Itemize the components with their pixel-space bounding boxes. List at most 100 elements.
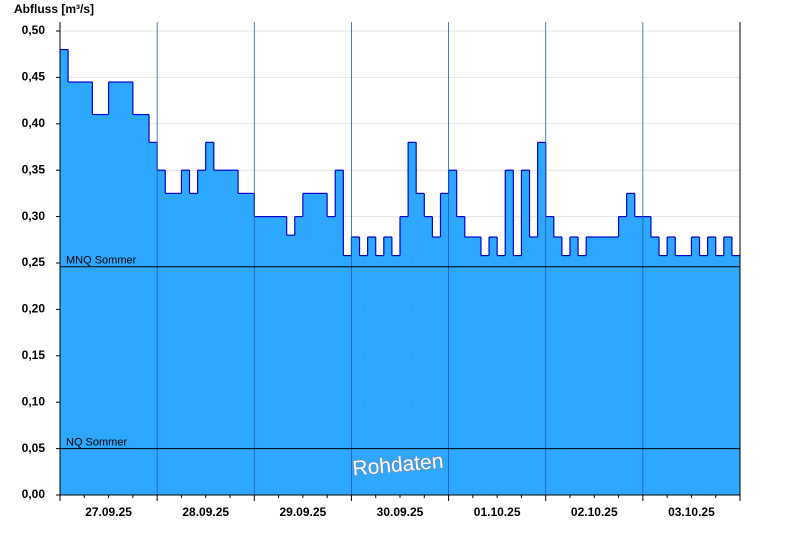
area-step — [124, 82, 134, 495]
y-tick-label: 0,05 — [22, 441, 46, 455]
area-step — [165, 193, 174, 495]
area-step — [205, 142, 215, 496]
x-tick-label: 02.10.25 — [571, 505, 618, 519]
area-step — [270, 216, 279, 495]
area-step — [197, 170, 207, 495]
y-tick-label: 0,10 — [22, 394, 46, 408]
x-tick-label: 30.09.25 — [377, 505, 424, 519]
area-step — [140, 114, 150, 496]
area-step — [286, 235, 296, 495]
area-step — [254, 216, 263, 495]
area-step — [408, 142, 417, 496]
y-tick-label: 0,35 — [22, 162, 46, 176]
area-step — [238, 193, 247, 495]
area-step — [456, 216, 466, 495]
area-step — [383, 237, 393, 496]
area-step — [278, 216, 287, 495]
area-step — [302, 193, 312, 495]
area-step — [667, 237, 676, 496]
area-step — [319, 193, 328, 495]
area-step — [489, 237, 498, 496]
area-step — [529, 237, 538, 496]
area-step — [213, 170, 223, 495]
area-step — [351, 237, 360, 496]
area-step — [731, 255, 741, 495]
area-step — [707, 237, 717, 496]
area-step — [230, 170, 239, 495]
area-step — [594, 237, 603, 496]
area-step — [367, 237, 377, 496]
y-tick-label: 0,20 — [22, 302, 46, 316]
area-step — [537, 142, 547, 496]
area-step — [464, 237, 474, 496]
area-step — [691, 237, 700, 496]
area-step — [699, 255, 708, 495]
area-step — [642, 216, 652, 495]
area-step — [723, 237, 733, 496]
x-tick-label: 01.10.25 — [474, 505, 521, 519]
area-step — [570, 237, 579, 496]
area-step — [173, 193, 182, 495]
area-step — [68, 82, 77, 495]
x-tick-label: 29.09.25 — [279, 505, 326, 519]
area-step — [586, 237, 595, 496]
area-step — [610, 237, 619, 496]
y-tick-label: 0,00 — [22, 487, 46, 501]
area-step — [391, 255, 401, 495]
area-step — [480, 255, 490, 495]
area-step — [157, 170, 166, 495]
area-step — [181, 170, 190, 495]
area-step — [602, 237, 611, 496]
area-step — [108, 82, 117, 495]
area-step — [513, 255, 522, 495]
area-step — [650, 237, 660, 496]
y-tick-label: 0,30 — [22, 209, 46, 223]
area-step — [675, 255, 684, 495]
area-step — [521, 170, 530, 495]
area-step — [448, 170, 457, 495]
reference-label: MNQ Sommer — [66, 255, 137, 267]
x-tick-label: 27.09.25 — [85, 505, 132, 519]
area-step — [92, 114, 101, 496]
area-step — [84, 82, 93, 495]
area-step — [715, 255, 725, 495]
area-step — [432, 237, 441, 496]
area-step — [416, 193, 425, 495]
area-step — [545, 216, 555, 495]
area-step — [60, 49, 69, 496]
area-step — [132, 114, 142, 496]
area-step — [221, 170, 231, 495]
reference-label: NQ Sommer — [66, 437, 127, 449]
area-step — [149, 142, 158, 496]
area-step — [659, 255, 668, 495]
area-step — [343, 255, 352, 495]
area-step — [100, 114, 109, 496]
area-step — [618, 216, 627, 495]
x-tick-label: 28.09.25 — [182, 505, 229, 519]
area-step — [553, 237, 563, 496]
area-step — [578, 255, 587, 495]
x-tick-label: 03.10.25 — [668, 505, 715, 519]
area-step — [440, 193, 449, 495]
y-tick-label: 0,40 — [22, 116, 46, 130]
area-step — [327, 216, 336, 495]
y-tick-label: 0,25 — [22, 255, 46, 269]
area-step — [359, 255, 368, 495]
chart-title: Abfluss [m³/s] — [14, 2, 94, 16]
area-step — [375, 255, 385, 495]
area-step — [634, 216, 644, 495]
area-step — [424, 216, 433, 495]
area-step — [335, 170, 344, 495]
area-step — [561, 255, 571, 495]
area-step — [497, 255, 506, 495]
area-step — [683, 255, 692, 495]
area-step — [626, 193, 636, 495]
area-step — [246, 193, 255, 495]
area-step — [472, 237, 482, 496]
area-step — [189, 193, 198, 495]
y-tick-label: 0,15 — [22, 348, 46, 362]
area-step — [294, 216, 304, 495]
area-step — [310, 193, 320, 495]
